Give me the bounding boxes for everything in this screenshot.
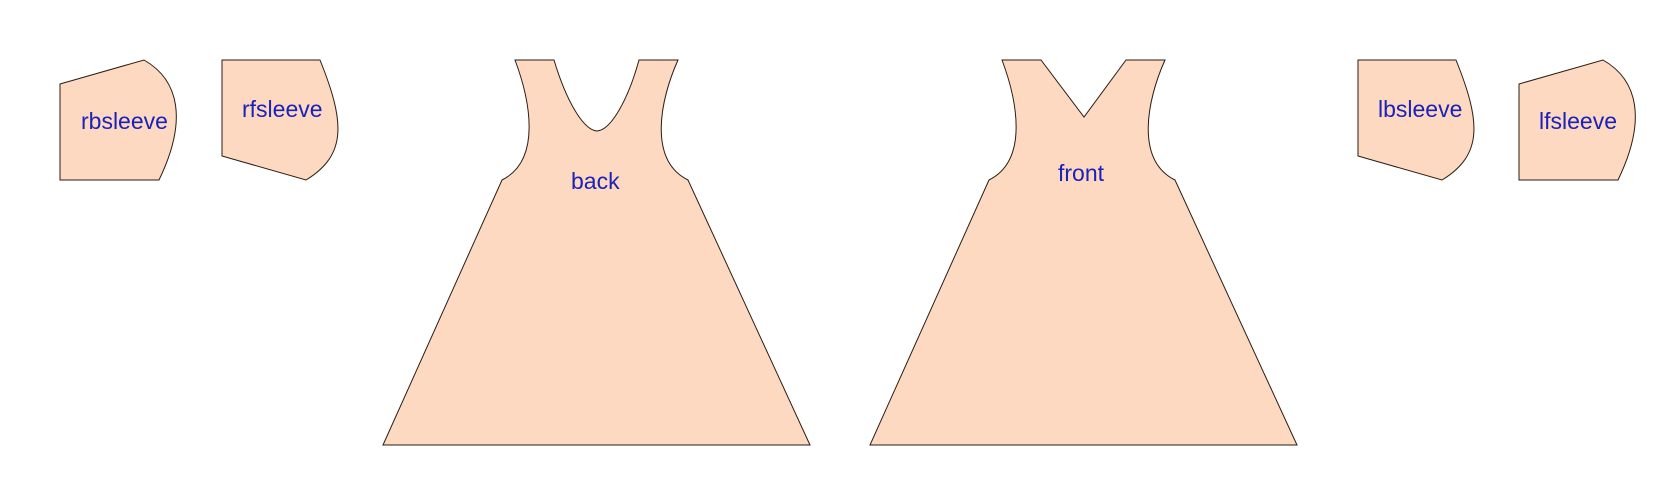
lbsleeve-label: lbsleeve [1378, 96, 1462, 122]
rbsleeve-label: rbsleeve [81, 108, 168, 134]
rbsleeve-shape[interactable] [59, 59, 177, 181]
back-shape[interactable] [382, 59, 811, 446]
back-label: back [571, 168, 620, 194]
piece-front[interactable]: front [869, 59, 1298, 446]
lbsleeve-shape[interactable] [1357, 59, 1475, 181]
piece-rfsleeve[interactable]: rfsleeve [221, 59, 339, 181]
lfsleeve-shape[interactable] [1518, 59, 1636, 181]
front-shape[interactable] [869, 59, 1298, 446]
piece-lfsleeve[interactable]: lfsleeve [1518, 59, 1636, 181]
piece-lbsleeve[interactable]: lbsleeve [1357, 59, 1475, 181]
front-label: front [1058, 160, 1105, 186]
piece-back[interactable]: back [382, 59, 811, 446]
rfsleeve-shape[interactable] [221, 59, 339, 181]
lfsleeve-label: lfsleeve [1539, 108, 1617, 134]
rfsleeve-label: rfsleeve [242, 96, 323, 122]
piece-rbsleeve[interactable]: rbsleeve [59, 59, 177, 181]
